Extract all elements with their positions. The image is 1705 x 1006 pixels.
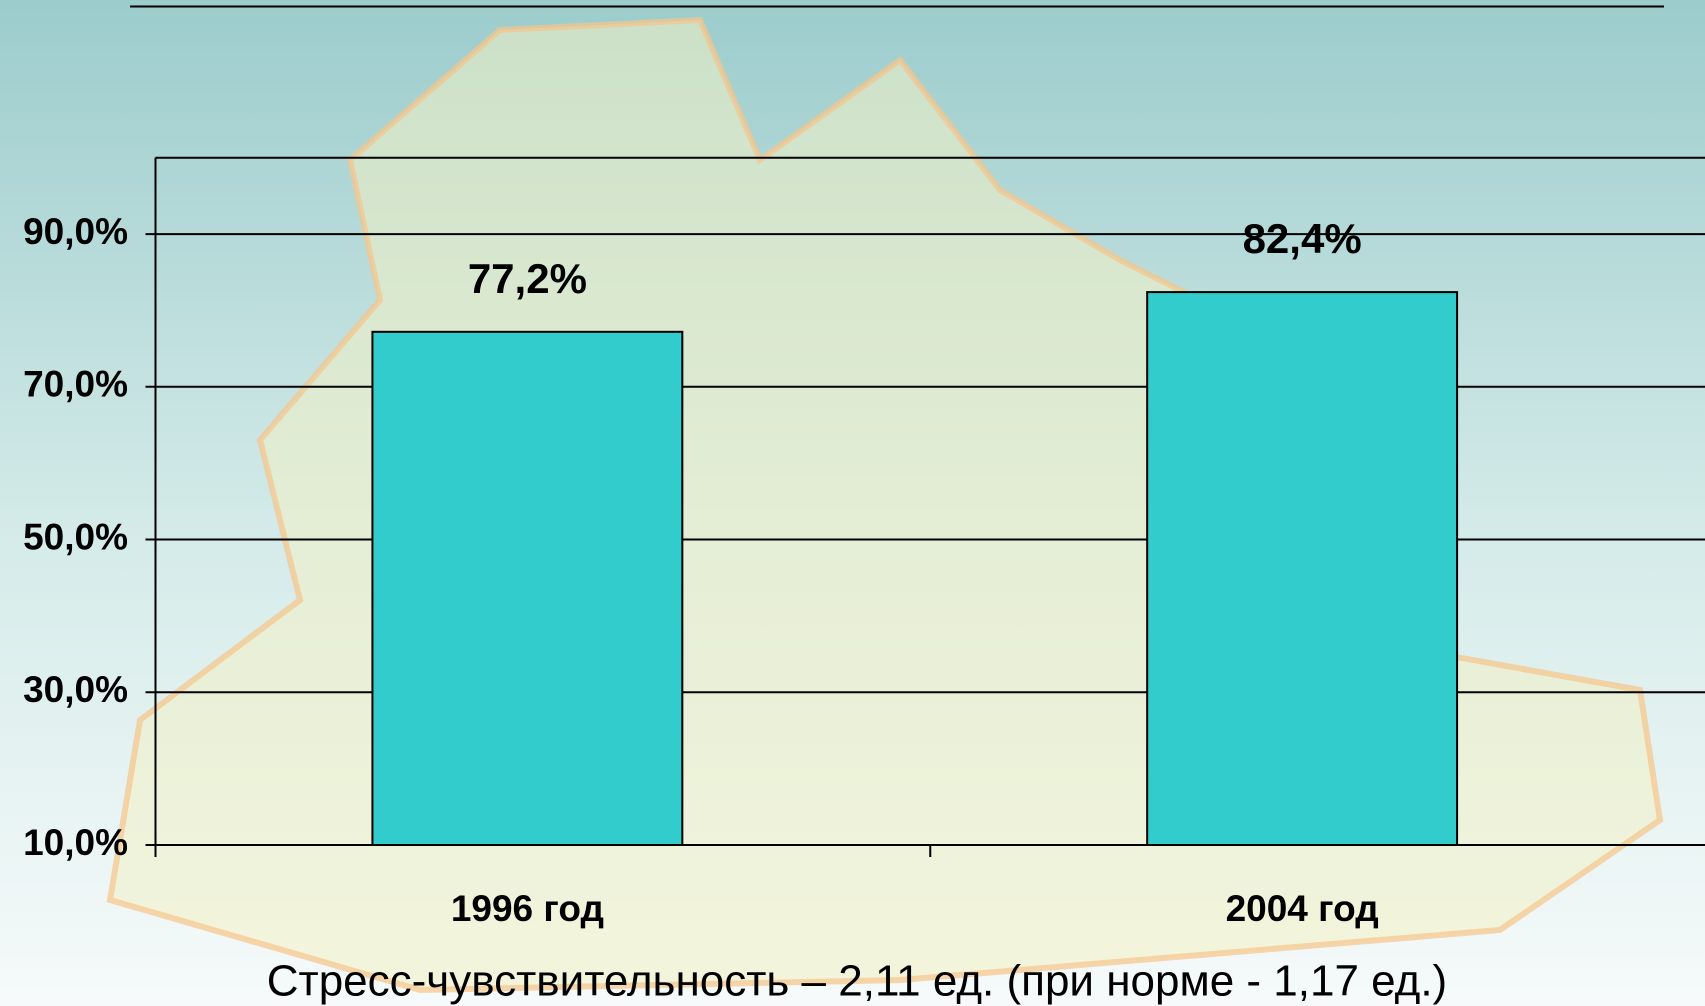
y-tick-label: 50,0% — [23, 516, 128, 557]
y-tick-label: 90,0% — [23, 211, 128, 252]
value-label: 77,2% — [468, 255, 587, 302]
bar — [1146, 291, 1459, 846]
bar — [371, 330, 684, 847]
x-tick-label: 2004 год — [1226, 888, 1379, 929]
x-tick-label: 1996 год — [451, 888, 604, 929]
y-tick-label: 30,0% — [23, 669, 128, 710]
value-label: 82,4% — [1243, 215, 1362, 262]
caption: Стресс-чувствительность – 2,11 ед. (при … — [267, 957, 1447, 1006]
y-tick-label: 70,0% — [23, 364, 128, 405]
y-tick-label: 10,0% — [23, 822, 128, 863]
